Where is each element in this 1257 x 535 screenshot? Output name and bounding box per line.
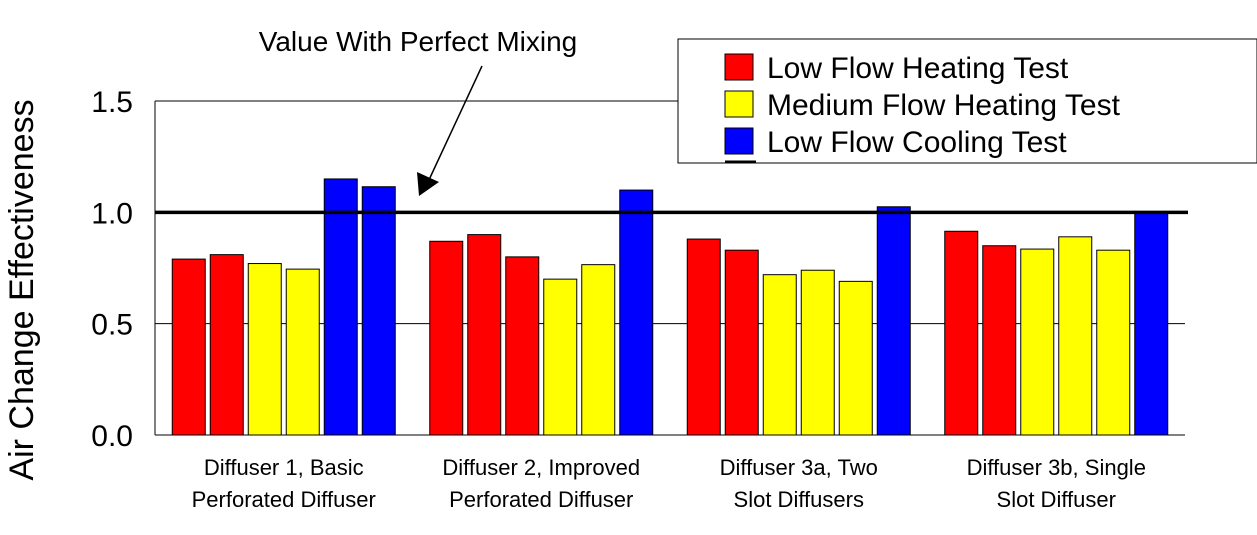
bar: [686, 238, 721, 436]
bar: [209, 254, 244, 436]
bar: [619, 189, 654, 436]
bar: [838, 280, 873, 436]
bar: [944, 230, 979, 436]
bar: [361, 186, 396, 436]
legend-label: Low Flow Heating Test: [767, 52, 1069, 85]
labels-layer: 0.0 0.5 1.0 1.5 Diffuser 1, Basic Perforated …: [91, 86, 1146, 512]
bar: [1096, 249, 1131, 436]
legend-swatch: [724, 53, 754, 81]
legend-label: Medium Flow Heating Test: [767, 89, 1121, 122]
bar: [1134, 211, 1169, 436]
x-category-label: Diffuser 2, Improved Perforated Diffuser: [442, 455, 640, 512]
x-category-label-line: Diffuser 3b, Single: [967, 455, 1146, 480]
reference-line-label: Value With Perfect Mixing: [259, 26, 578, 57]
x-category-label-line: Slot Diffusers: [734, 487, 864, 512]
annotation-arrow-head: [417, 172, 439, 196]
bar: [876, 206, 911, 436]
y-tick-label: 0.5: [91, 309, 133, 342]
y-tick-label: 1.0: [91, 197, 133, 230]
bar: [762, 274, 797, 436]
bar: [285, 268, 320, 436]
legend-label: Low Flow Cooling Test: [767, 126, 1067, 159]
bar: [543, 278, 578, 436]
bar: [1020, 248, 1055, 436]
x-category-label-line: Diffuser 1, Basic: [204, 455, 364, 480]
y-tick-label: 0.0: [91, 420, 133, 453]
x-category-label-line: Diffuser 3a, Two: [720, 455, 878, 480]
bar: [467, 234, 502, 436]
x-category-label-line: Slot Diffuser: [997, 487, 1116, 512]
bar: [505, 256, 540, 436]
bars-layer: [171, 178, 1169, 436]
axes-layer: [154, 65, 1188, 436]
y-axis-label: Air Change Effectiveness: [3, 99, 41, 480]
bar: [724, 249, 759, 436]
annotation-arrow-shaft: [427, 65, 483, 183]
bar: [982, 245, 1017, 436]
x-category-label: Diffuser 1, Basic Perforated Diffuser: [192, 455, 376, 512]
bar: [800, 269, 835, 436]
legend: Low Flow Heating Test Medium Flow Heating…: [677, 38, 1257, 164]
bar: [581, 264, 616, 436]
x-category-label-line: Diffuser 2, Improved: [442, 455, 640, 480]
bar: [429, 240, 464, 436]
legend-swatch: [724, 90, 754, 118]
bar: [171, 258, 206, 436]
x-category-label: Diffuser 3b, Single Slot Diffuser: [967, 455, 1146, 512]
y-tick-label: 1.5: [91, 86, 133, 119]
x-category-label-line: Perforated Diffuser: [449, 487, 633, 512]
x-category-label: Diffuser 3a, Two Slot Diffusers: [720, 455, 878, 512]
bar: [323, 178, 358, 436]
legend-swatch: [724, 127, 754, 155]
legend-box: [677, 38, 1257, 164]
bar: [1058, 236, 1093, 436]
x-category-label-line: Perforated Diffuser: [192, 487, 376, 512]
bar: [247, 263, 282, 436]
